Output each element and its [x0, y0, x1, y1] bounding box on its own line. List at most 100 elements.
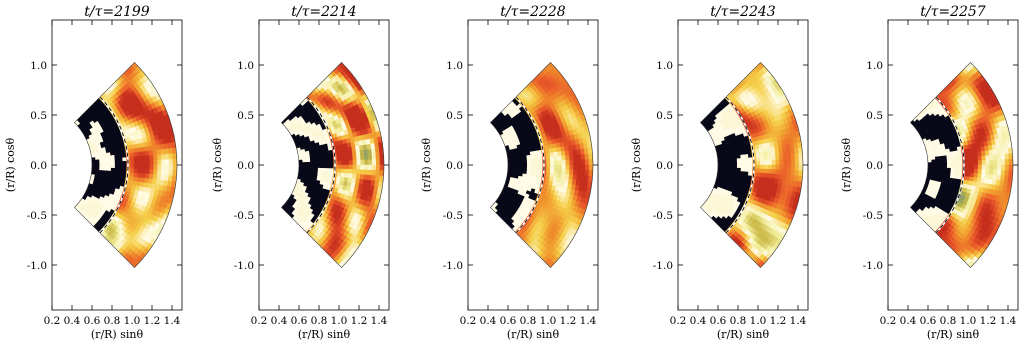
heatmap-cell [336, 152, 342, 158]
heatmap-cell [970, 164, 975, 170]
heatmap-cell [927, 162, 933, 166]
heatmap-cell [329, 157, 335, 162]
heatmap-cell [530, 154, 536, 159]
y-tick-label: -1.0 [443, 260, 463, 272]
heatmap-cell [577, 159, 582, 166]
heatmap-cell [1008, 158, 1014, 166]
heatmap-cell [565, 164, 571, 171]
heatmap-cell [526, 164, 532, 169]
heatmap-cell [989, 164, 994, 171]
x-tick-label: 0.2 [880, 315, 897, 327]
y-tick-label: -1.0 [234, 260, 254, 272]
heatmap-cell [779, 159, 784, 166]
y-tick-label: -1.0 [653, 260, 673, 272]
heatmap-cell [791, 164, 796, 171]
heatmap-cell [379, 164, 385, 172]
heatmap-cell [363, 154, 369, 161]
heatmap-cell [341, 160, 346, 166]
heatmap-cell [137, 164, 143, 170]
heatmap-cell [534, 161, 540, 166]
heatmap-cells [74, 62, 177, 268]
heatmap-cell [966, 164, 971, 170]
heatmap-cell [145, 169, 151, 175]
heatmap-cell [317, 158, 323, 163]
heatmap-cell [942, 158, 948, 163]
heatmap-cell [759, 156, 765, 162]
heatmap-cell [775, 155, 781, 161]
y-tick-label: 0.0 [237, 160, 254, 172]
heatmap-cell [775, 169, 781, 175]
heatmap-cell [977, 160, 983, 166]
heatmap-cell [740, 157, 746, 163]
heatmap-cell [588, 164, 593, 172]
heatmap-cell [130, 164, 135, 170]
heatmap-cell [145, 164, 151, 170]
heatmap-cell [302, 162, 308, 166]
heatmap-cell [985, 169, 991, 175]
heatmap-cell [161, 164, 166, 171]
heatmap-cell [538, 164, 544, 170]
heatmap-cell [977, 155, 983, 161]
heatmap-cell [985, 155, 991, 161]
heatmap-cell [569, 159, 574, 166]
heatmap-cell [149, 169, 155, 175]
heatmap-cell [99, 159, 104, 163]
heatmap-cell [372, 159, 377, 166]
heatmap-cell [935, 159, 940, 163]
heatmap-cell [156, 154, 162, 161]
heatmap-cell [306, 159, 311, 163]
heatmap-cell [981, 164, 987, 170]
heatmap-cell [1004, 159, 1010, 166]
y-tick-label: -1.0 [863, 260, 883, 272]
heatmap-cell [546, 164, 551, 170]
y-tick-label: -0.5 [443, 210, 463, 222]
heatmap-cell [549, 168, 555, 174]
heatmap-cell [329, 160, 335, 166]
heatmap-cell [771, 164, 777, 170]
x-tick-label: 0.6 [920, 315, 937, 327]
heatmap-cell [95, 162, 101, 166]
x-tick-label: 0.6 [291, 315, 308, 327]
wedge-outline [74, 62, 178, 268]
heatmap-cell [523, 161, 528, 166]
interface-halo [99, 96, 129, 234]
heatmap-cell [729, 158, 734, 163]
heatmap-cell [790, 169, 796, 177]
x-tick-label: 1.0 [960, 315, 977, 327]
x-axis-label: (r/R) sinθ [717, 328, 770, 341]
heatmap-cell [122, 164, 128, 170]
heatmap-cell [526, 158, 532, 163]
heatmap-cell [989, 159, 994, 166]
heatmap-cell [744, 153, 749, 159]
y-axis-label: (r/R) cosθ [4, 137, 17, 192]
interface-halo [515, 96, 545, 234]
wedge-outline [490, 62, 594, 268]
y-axis-label: (r/R) cosθ [211, 137, 224, 192]
heatmap-cell [321, 154, 327, 159]
heatmap-cell [121, 153, 127, 159]
heatmap-cell [565, 155, 571, 161]
heatmap-cell [341, 164, 346, 170]
heatmap-cell [756, 168, 761, 174]
heatmap-cell [114, 164, 120, 169]
panel-title: t/τ=2243 [710, 4, 776, 20]
heatmap-cell [103, 164, 108, 169]
interface-halo [935, 96, 965, 234]
heatmap-cell [747, 153, 753, 159]
panel-1: 0.2 0.4 0.6 0.8 1.0 1.2 1.4-1.0-0.50.00.51.0t/… [4, 4, 183, 341]
heatmap-cell [954, 161, 960, 166]
heatmap-cell [375, 153, 381, 160]
heatmap-cell [1001, 164, 1006, 171]
heatmap-cell [733, 161, 738, 166]
heatmap-cell [149, 159, 155, 166]
heatmap-cell [328, 153, 334, 159]
heatmap-cell [950, 157, 956, 163]
heatmap-cell [744, 157, 750, 162]
heatmap-cell [760, 160, 765, 166]
heatmap-cell [364, 164, 369, 171]
heatmap-cell [569, 169, 574, 176]
heatmap-cell [133, 168, 139, 174]
heatmap-cell [360, 159, 365, 166]
heatmap-cell [977, 164, 983, 170]
